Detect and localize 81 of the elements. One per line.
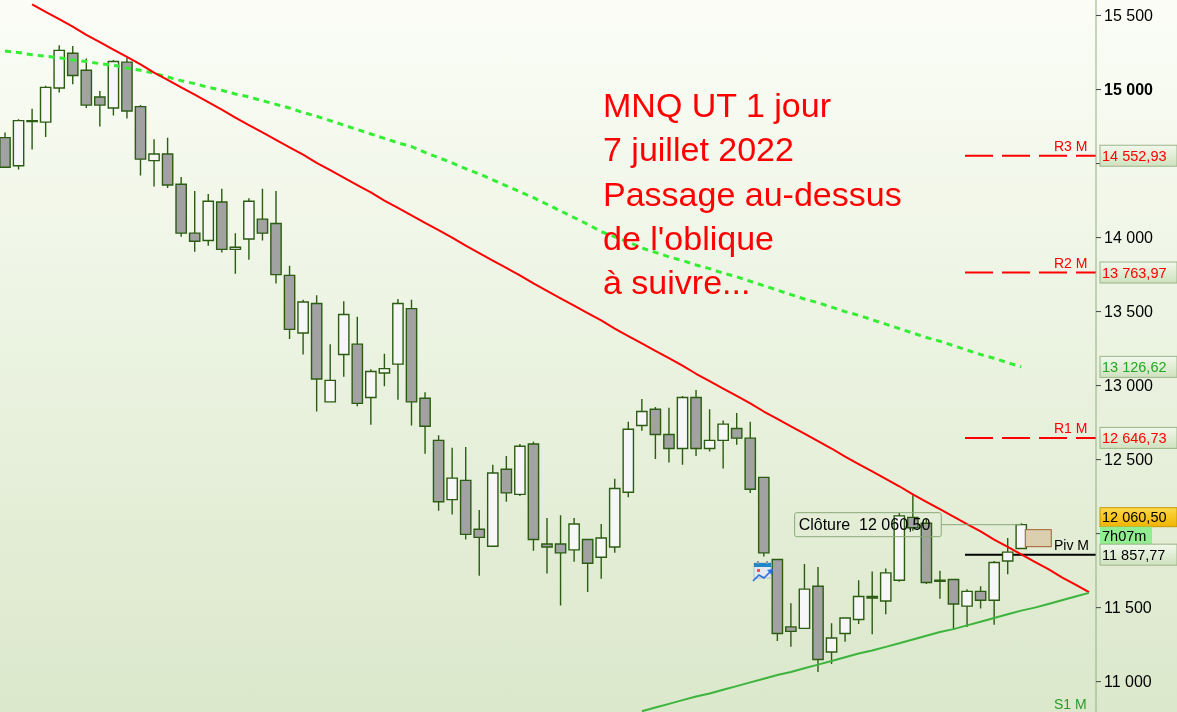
candlestick: [947, 578, 960, 631]
candlestick: [175, 176, 187, 238]
y-tick-label: 11 500: [1104, 599, 1152, 617]
y-tick-label: 15 000: [1104, 81, 1154, 99]
candlestick: [690, 389, 702, 457]
candlestick: [988, 560, 1000, 626]
candlestick: [595, 523, 608, 580]
candlestick: [812, 566, 824, 673]
line-series: [640, 591, 1090, 712]
candlestick: [663, 407, 675, 464]
candlestick: [500, 455, 513, 503]
text: 11 857,77: [1102, 546, 1166, 563]
y-tick-label: 12 500: [1104, 451, 1154, 469]
candlestick: [703, 408, 716, 453]
candlestick: [365, 368, 377, 426]
annotation: S1 M: [1054, 696, 1087, 712]
y-tick-label: 15 500: [1104, 7, 1154, 25]
candlestick: [39, 85, 52, 138]
candlestick: [134, 104, 147, 177]
candlestick: [283, 265, 296, 340]
candlestick: [676, 395, 689, 466]
candlestick: [405, 299, 418, 427]
candlestick: [419, 391, 431, 455]
candlestick: [324, 343, 337, 403]
text: 13 763,97: [1102, 264, 1167, 281]
line-series: [3, 49, 1023, 369]
ref-line-label: Piv M: [1054, 536, 1089, 553]
candlestick: [541, 517, 553, 575]
candlestick: [446, 447, 458, 516]
candlestick: [94, 90, 106, 128]
candlestick: [432, 434, 445, 512]
candlestick: [974, 585, 987, 610]
text: 12 060,50: [1102, 509, 1167, 526]
candlestick: [161, 136, 174, 189]
candlestick: [852, 579, 865, 625]
candlestick: [839, 616, 851, 643]
candlestick: [798, 563, 811, 630]
candlestick: [636, 398, 648, 432]
candlestick: [825, 622, 838, 665]
candlestick: [53, 44, 66, 94]
candlestick: [297, 299, 309, 356]
ref-line-label: R2 M: [1054, 254, 1088, 271]
text: 14 552,93: [1102, 147, 1167, 164]
ref-line-label: R1 M: [1054, 419, 1088, 436]
candlestick: [554, 514, 567, 607]
candlestick: [757, 476, 770, 558]
candlestick: [649, 406, 662, 460]
candlestick: [514, 443, 526, 497]
candlestick: [107, 59, 120, 117]
candlestick: [148, 138, 160, 188]
candlestick: [26, 108, 38, 151]
candlestick: [256, 188, 269, 242]
candlestick: [243, 197, 255, 261]
y-tick-label: 13 500: [1104, 303, 1154, 321]
candlestick: [270, 190, 282, 285]
candlestick: [0, 131, 11, 169]
candlestick: [568, 517, 580, 563]
candlestick: [121, 57, 133, 120]
text: 7h07m: [1102, 527, 1147, 544]
candlestick: [229, 232, 242, 275]
candlestick: [866, 570, 879, 635]
text: 13 126,62: [1102, 358, 1167, 375]
candlestick: [392, 298, 404, 401]
candlestick: [215, 188, 228, 254]
y-tick-label: 13 000: [1104, 377, 1154, 395]
candlestick: [717, 419, 729, 470]
candlestick: [961, 588, 973, 628]
candlestick: [527, 441, 540, 552]
candlestick: [1001, 537, 1014, 576]
y-tick-label: 14 000: [1104, 229, 1154, 247]
candlestick: [310, 294, 323, 413]
candlestick: [785, 602, 797, 648]
candlestick: [486, 464, 499, 547]
candlestick: [581, 538, 594, 593]
candlestick: [934, 569, 946, 600]
y-tick-label: 11 000: [1104, 673, 1152, 691]
candlestick: [12, 118, 25, 171]
ref-line-label: R3 M: [1054, 137, 1088, 154]
candlestick: [378, 353, 391, 388]
line-series: [31, 3, 1090, 594]
text: 12 646,73: [1102, 429, 1167, 446]
